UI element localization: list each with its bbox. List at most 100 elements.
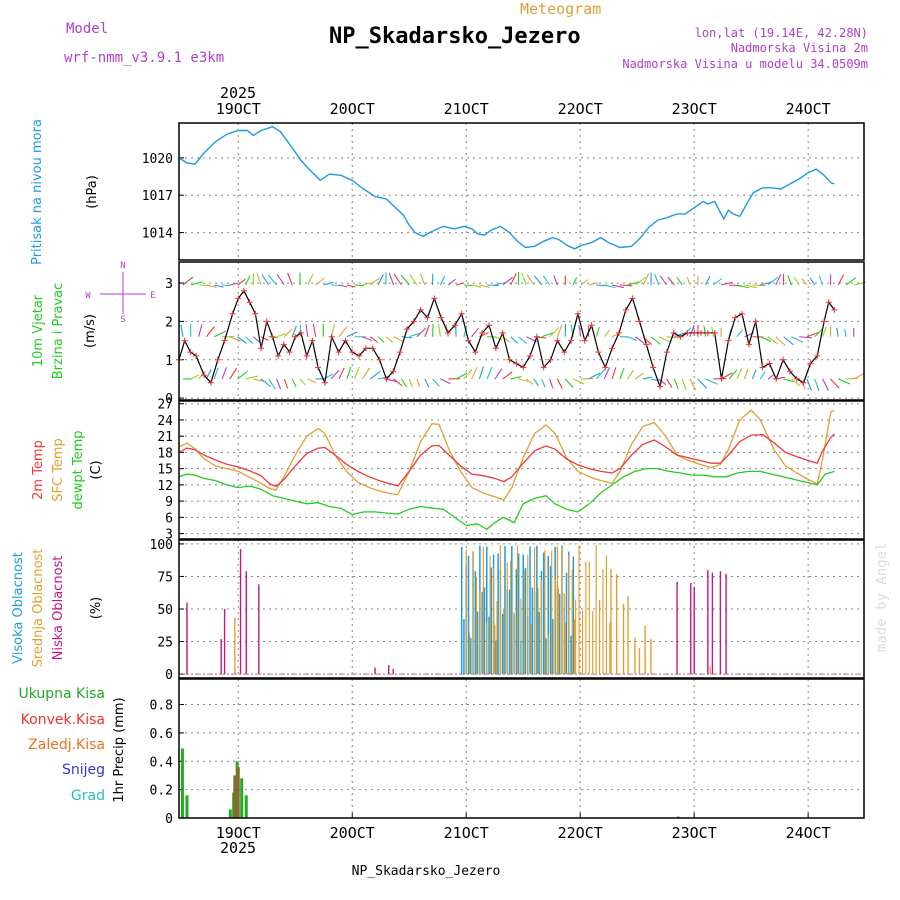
wind-arrow (388, 272, 395, 286)
precip-label-snow: Snijeg (62, 762, 105, 778)
x-tick-label-top: 20OCT (330, 100, 375, 118)
wind-arrow (611, 284, 624, 289)
wind-arrow (830, 378, 840, 389)
wind-speed-marker (417, 306, 424, 313)
precip-ytick-label: 0.4 (150, 755, 174, 770)
wind-arrow (237, 370, 249, 380)
wind-arrow (681, 378, 687, 391)
wind-arrow (521, 272, 527, 286)
wind-arrow (439, 275, 446, 286)
wind-speed-marker (201, 372, 208, 379)
temp-label-3: dewpt Temp (71, 430, 86, 509)
wind-speed-marker (465, 337, 472, 344)
wind-arrow (487, 284, 499, 287)
wind-arrow (759, 336, 772, 342)
wind-arrow (635, 276, 646, 286)
wind-arrow (845, 277, 857, 286)
wind-arrow (502, 276, 514, 286)
temperature-ytick-label: 3 (165, 528, 173, 543)
wind-speed-marker (622, 306, 629, 313)
clouds-frame (178, 539, 865, 679)
wind-speed-marker (397, 349, 404, 356)
wind-arrow (409, 274, 418, 286)
wind-arrow (767, 276, 779, 286)
temp-label-2: SFC Temp (51, 438, 66, 502)
wind-arrow (837, 274, 844, 286)
frozen-precip-bar (236, 766, 240, 818)
model-altitude-label: Nadmorska Visina u modelu 34.0509m (622, 57, 868, 71)
wind-arrow (245, 336, 254, 345)
wind-arrow (424, 378, 430, 388)
compass-north: N (120, 261, 125, 271)
wind-arrow (635, 336, 645, 344)
pressure-ytick-label: 1020 (142, 152, 173, 167)
wind-speed-marker (520, 364, 527, 371)
wind-arrow (518, 378, 529, 382)
pressure-label: Pritisak na nivou mora (30, 119, 45, 265)
wind-arrow (751, 369, 757, 380)
temperature-ytick-label: 21 (157, 430, 173, 445)
wind-speed-marker (732, 314, 739, 321)
wind-arrow (494, 336, 503, 341)
precip-frame (178, 678, 865, 819)
wind-speed-marker (349, 349, 356, 356)
wind-arrow (627, 336, 638, 342)
wind-speed-marker (800, 379, 807, 386)
wind-arrow (686, 277, 691, 286)
wind-arrow (420, 273, 426, 286)
x-tick-label-bottom: 20OCT (330, 824, 375, 842)
wind-arrow (541, 378, 546, 388)
footer-station: NP_Skadarsko_Jezero (352, 864, 501, 879)
temp-2m-line (178, 433, 835, 488)
wind-speed-marker (752, 318, 759, 325)
clouds-ytick-label: 0 (165, 668, 173, 683)
cloud-label-1: Visoka Oblacnost (11, 552, 26, 664)
precip-label-graupel: Grad (71, 788, 105, 804)
dewpoint-line (178, 467, 835, 531)
wind-arrow (549, 327, 560, 338)
wind-ytick-label: 3 (165, 277, 173, 292)
temperature-ytick-label: 27 (157, 398, 173, 413)
wind-arrow (793, 276, 800, 286)
wind-arrow (455, 372, 468, 380)
year-top: 2025 (220, 84, 256, 102)
wind-arrow (463, 325, 468, 337)
wind-arrow (806, 378, 812, 391)
wind-speed-marker (328, 333, 335, 340)
pressure-ytick-label: 1014 (142, 227, 173, 242)
cloud-label-2: Srednja Oblacnost (31, 549, 46, 668)
wind-speed-marker (656, 383, 663, 390)
wind-arrow (291, 325, 297, 337)
wind-speed-marker (831, 306, 838, 313)
wind-arrow (775, 274, 782, 286)
wind-arrow (744, 368, 749, 380)
wind-speed-marker (240, 287, 247, 294)
wind-arrow (553, 275, 558, 286)
wind-arrow (440, 378, 451, 385)
wind-arrow (822, 378, 829, 391)
wind-arrow (676, 276, 683, 286)
wind-speed-marker (376, 356, 383, 363)
wind-arrow (619, 284, 633, 287)
wind-arrow (213, 367, 219, 380)
wind-arrow (643, 376, 653, 380)
wind-speed-marker (444, 329, 451, 336)
x-tick-label-top: 23OCT (672, 100, 717, 118)
temperature-ytick-label: 15 (157, 463, 173, 478)
wind-arrow (494, 281, 507, 286)
wind-arrow (775, 336, 786, 346)
meteogram-title: Meteogram (520, 0, 601, 18)
wind-speed-marker (403, 326, 410, 333)
wind-unit: (m/s) (83, 314, 98, 348)
wind-arrow (728, 369, 738, 380)
wind-speed-marker (492, 345, 499, 352)
wind-speed-marker (221, 337, 228, 344)
wind-arrow (494, 368, 503, 380)
wind-arrow (711, 326, 714, 337)
pressure-unit: (hPa) (85, 175, 100, 209)
wind-arrow (502, 371, 513, 380)
wind-arrow (401, 336, 413, 339)
wind-frame (178, 261, 865, 401)
wind-arrow (346, 331, 358, 338)
